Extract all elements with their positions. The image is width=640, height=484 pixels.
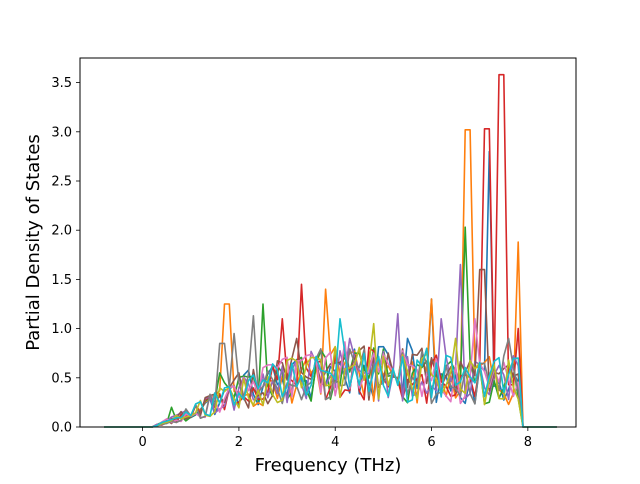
y-axis-label: Partial Density of States — [23, 134, 44, 351]
x-tick-label: 6 — [427, 435, 435, 450]
x-tick-label: 2 — [235, 435, 243, 450]
x-axis-ticks: 0 2 4 6 8 — [138, 427, 532, 450]
y-tick-label: 3.5 — [51, 76, 72, 91]
y-tick-label: 0.0 — [51, 421, 72, 436]
axes-frame — [79, 57, 577, 428]
y-tick-label: 1.5 — [51, 273, 72, 288]
series-line — [104, 318, 557, 428]
y-tick-label: 2.0 — [51, 224, 72, 239]
y-tick-label: 0.5 — [51, 371, 72, 386]
y-tick-label: 3.0 — [51, 125, 72, 140]
plot-area — [104, 73, 557, 428]
series-line — [104, 268, 557, 428]
y-tick-label: 2.5 — [51, 175, 72, 190]
y-axis-ticks: 0.0 0.5 1.0 1.5 2.0 2.5 3.0 3.5 — [51, 76, 80, 436]
x-tick-label: 8 — [524, 435, 532, 450]
series-line — [104, 315, 557, 428]
y-tick-label: 1.0 — [51, 322, 72, 337]
x-tick-label: 0 — [138, 435, 146, 450]
x-axis-label: Frequency (THz) — [255, 455, 402, 476]
x-tick-label: 4 — [331, 435, 339, 450]
